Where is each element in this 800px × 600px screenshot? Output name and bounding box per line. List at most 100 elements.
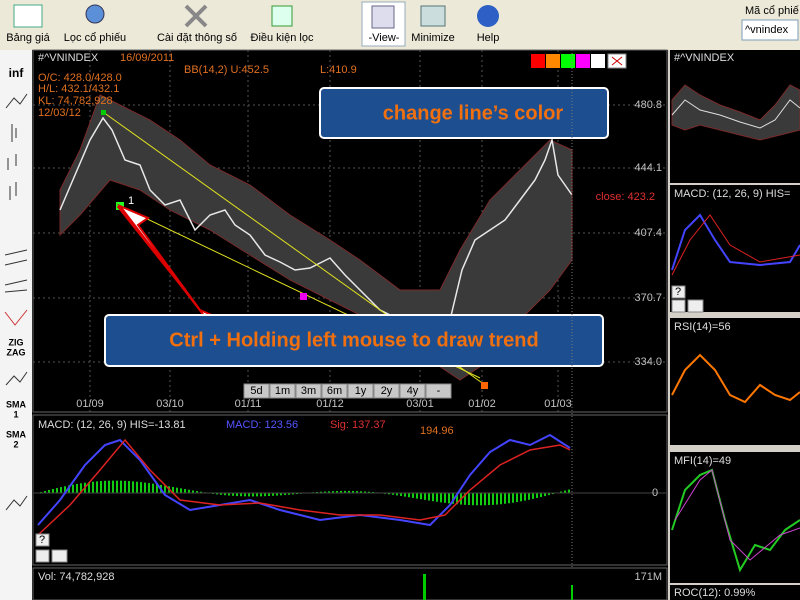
- zoom-button[interactable]: [671, 299, 686, 313]
- sidebar-bar-icon[interactable]: [9, 182, 17, 200]
- icon-price: [13, 4, 43, 28]
- histogram-bar: [544, 493, 546, 497]
- histogram-bar: [148, 483, 150, 494]
- button[interactable]: Help: [477, 32, 500, 44]
- help-button[interactable]: [671, 285, 686, 299]
- icon-minimize: [420, 5, 446, 27]
- histogram-bar: [252, 493, 254, 497]
- histogram-bar: [360, 491, 362, 494]
- histogram-bar: [52, 489, 54, 494]
- period-label: 4y: [407, 385, 419, 397]
- histogram-bar: [72, 484, 74, 494]
- symbol-label: Mã cổ phiế: [745, 5, 799, 17]
- sidebar-trend-icon[interactable]: [4, 309, 28, 326]
- vol-title: Vol: 74,782,928: [38, 571, 114, 583]
- sidebar-bar-icon[interactable]: [7, 154, 17, 170]
- symbol-input-text: ^vnindex: [745, 24, 789, 36]
- histogram-bar: [508, 493, 510, 504]
- table-button[interactable]: [687, 299, 704, 313]
- histogram-bar: [240, 493, 242, 497]
- histogram-bar: [500, 493, 502, 505]
- sidebar-item[interactable]: ZAG: [7, 347, 26, 357]
- trend-point[interactable]: [481, 382, 488, 389]
- sidebar-candle-icon[interactable]: [11, 124, 17, 142]
- button[interactable]: Cài đặt thông số: [157, 32, 237, 44]
- color-swatch[interactable]: [576, 54, 590, 68]
- histogram-bar: [348, 490, 350, 494]
- mini-macd-panel: [670, 185, 800, 312]
- trend-point[interactable]: [101, 110, 106, 115]
- mini-rsi: [671, 353, 800, 404]
- period-label: -: [437, 385, 441, 397]
- histogram-bar: [272, 493, 274, 496]
- period-button[interactable]: [243, 383, 270, 399]
- color-swatch[interactable]: [561, 54, 575, 68]
- histogram-bar: [100, 481, 102, 494]
- close-label: close: 423.2: [596, 191, 655, 203]
- sidebar-line-icon[interactable]: [5, 93, 28, 109]
- histogram-bar: [236, 493, 238, 497]
- sidebar-band-icon[interactable]: [4, 249, 28, 266]
- histogram-bar: [224, 493, 226, 496]
- price-line: [59, 116, 573, 347]
- symbol-input[interactable]: [741, 19, 799, 41]
- mini-macd-title: MACD: (12, 26, 9) HIS=: [674, 188, 790, 200]
- button[interactable]: Minimize: [411, 32, 454, 44]
- callout: [104, 314, 604, 367]
- mini-mfi: [671, 468, 800, 573]
- sidebar-item[interactable]: SMA: [6, 429, 27, 439]
- cursor-date: 12/03/12: [38, 107, 81, 119]
- histogram-bar: [288, 493, 290, 495]
- zoom-button[interactable]: [35, 549, 50, 563]
- histogram-bar: [540, 493, 542, 498]
- period-button[interactable]: [399, 383, 426, 399]
- symbol: #^VNINDEX: [38, 52, 99, 64]
- icon-view: [371, 5, 395, 29]
- sidebar-item[interactable]: inf: [9, 66, 25, 80]
- color-swatch[interactable]: [546, 54, 560, 68]
- mini-roc-title: ROC(12): 0.99%: [674, 587, 756, 599]
- color-swatch[interactable]: [591, 54, 605, 68]
- period-button[interactable]: [373, 383, 400, 399]
- button[interactable]: -View-: [369, 32, 400, 44]
- oc: O/C: 428.0/428.0: [38, 72, 122, 84]
- trend-point[interactable]: [300, 293, 307, 300]
- button[interactable]: Bảng giá: [6, 32, 50, 44]
- help-text: ?: [39, 534, 45, 546]
- sidebar-icon[interactable]: [5, 371, 28, 386]
- sidebar-icon[interactable]: [5, 495, 28, 511]
- histogram-bar: [548, 493, 550, 496]
- period-button[interactable]: [295, 383, 322, 399]
- histogram-bar: [164, 485, 166, 494]
- period-button[interactable]: [425, 383, 452, 399]
- histogram-bar: [444, 493, 446, 503]
- period-button[interactable]: [321, 383, 348, 399]
- sidebar-item[interactable]: SMA: [6, 399, 27, 409]
- button[interactable]: Lọc cổ phiếu: [64, 32, 126, 44]
- sidebar-item[interactable]: 1: [13, 409, 18, 419]
- button[interactable]: Điều kiện lọc: [251, 32, 314, 44]
- sidebar-item[interactable]: ZIG: [9, 337, 24, 347]
- histogram-bar: [420, 493, 422, 500]
- histogram-bar: [152, 483, 154, 494]
- period-button[interactable]: [269, 383, 296, 399]
- histogram-bar: [568, 489, 570, 494]
- histogram-bar: [340, 490, 342, 494]
- sidebar-band-icon[interactable]: [4, 279, 28, 293]
- period-label: 2y: [381, 385, 393, 397]
- help-text: ?: [675, 286, 681, 298]
- help-button[interactable]: [35, 533, 50, 547]
- close-x: [611, 56, 623, 66]
- histogram-bar: [520, 493, 522, 502]
- table-button[interactable]: [51, 549, 68, 563]
- x-tick-label: 01/12: [316, 398, 344, 410]
- period-button[interactable]: [347, 383, 374, 399]
- mini-price: [671, 99, 800, 129]
- histogram-bar: [280, 493, 282, 496]
- color-swatch[interactable]: [531, 54, 545, 68]
- bollinger-band: [59, 94, 573, 381]
- histogram-bar: [68, 485, 70, 494]
- sidebar-item[interactable]: 2: [13, 439, 18, 449]
- histogram-bar: [432, 493, 434, 502]
- mini-mfi-title: MFI(14)=49: [674, 455, 731, 467]
